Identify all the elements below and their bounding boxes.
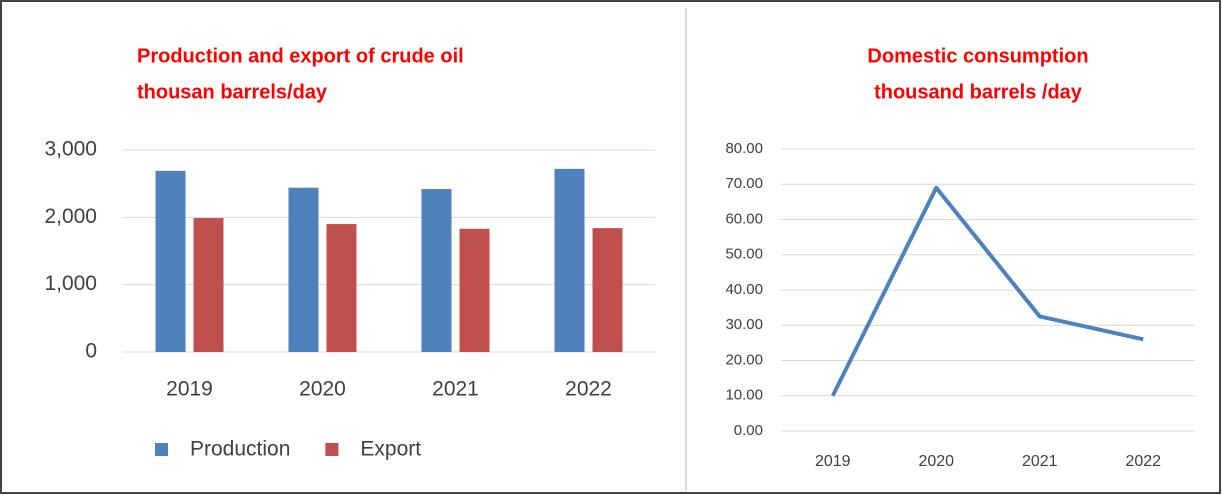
bar bbox=[421, 189, 452, 352]
y-tick-label: 60.00 bbox=[725, 210, 763, 227]
y-tick-label: 10.00 bbox=[725, 387, 763, 404]
legend-label: Production bbox=[190, 438, 290, 461]
x-tick-label: 2020 bbox=[918, 453, 954, 470]
x-tick-label: 2019 bbox=[166, 378, 213, 401]
chart-title: Production and export of crude oil bbox=[137, 45, 464, 67]
bar bbox=[155, 170, 186, 352]
legend-swatch bbox=[325, 443, 339, 456]
x-tick-label: 2022 bbox=[1125, 453, 1161, 470]
y-tick-label: 20.00 bbox=[725, 351, 763, 368]
chart-title: Domestic consumption bbox=[867, 45, 1088, 67]
x-tick-label: 2021 bbox=[432, 378, 479, 401]
line bbox=[830, 185, 1144, 397]
y-tick-label: 70.00 bbox=[725, 175, 763, 192]
x-tick-label: 2019 bbox=[815, 453, 851, 470]
bar bbox=[459, 228, 490, 352]
legend-label: Export bbox=[360, 438, 421, 461]
y-tick-label: 0.00 bbox=[734, 422, 763, 439]
bar bbox=[554, 168, 585, 352]
y-tick-label: 0 bbox=[85, 340, 97, 363]
y-tick-label: 50.00 bbox=[725, 246, 763, 263]
x-tick-label: 2021 bbox=[1022, 453, 1058, 470]
bar bbox=[592, 228, 623, 352]
x-tick-label: 2020 bbox=[299, 378, 346, 401]
y-tick-label: 80.00 bbox=[725, 140, 763, 157]
y-tick-label: 40.00 bbox=[725, 281, 763, 298]
y-tick-label: 30.00 bbox=[725, 316, 763, 333]
y-tick-label: 3,000 bbox=[44, 138, 97, 161]
x-tick-label: 2022 bbox=[565, 378, 612, 401]
y-tick-label: 1,000 bbox=[44, 272, 97, 295]
chart-title: thousand barrels /day bbox=[874, 81, 1083, 103]
bar bbox=[326, 224, 357, 352]
chart-title: thousan barrels/day bbox=[137, 81, 328, 103]
y-tick-label: 2,000 bbox=[44, 205, 97, 228]
bar bbox=[288, 187, 319, 352]
legend-swatch bbox=[155, 443, 168, 456]
bar bbox=[193, 218, 224, 352]
